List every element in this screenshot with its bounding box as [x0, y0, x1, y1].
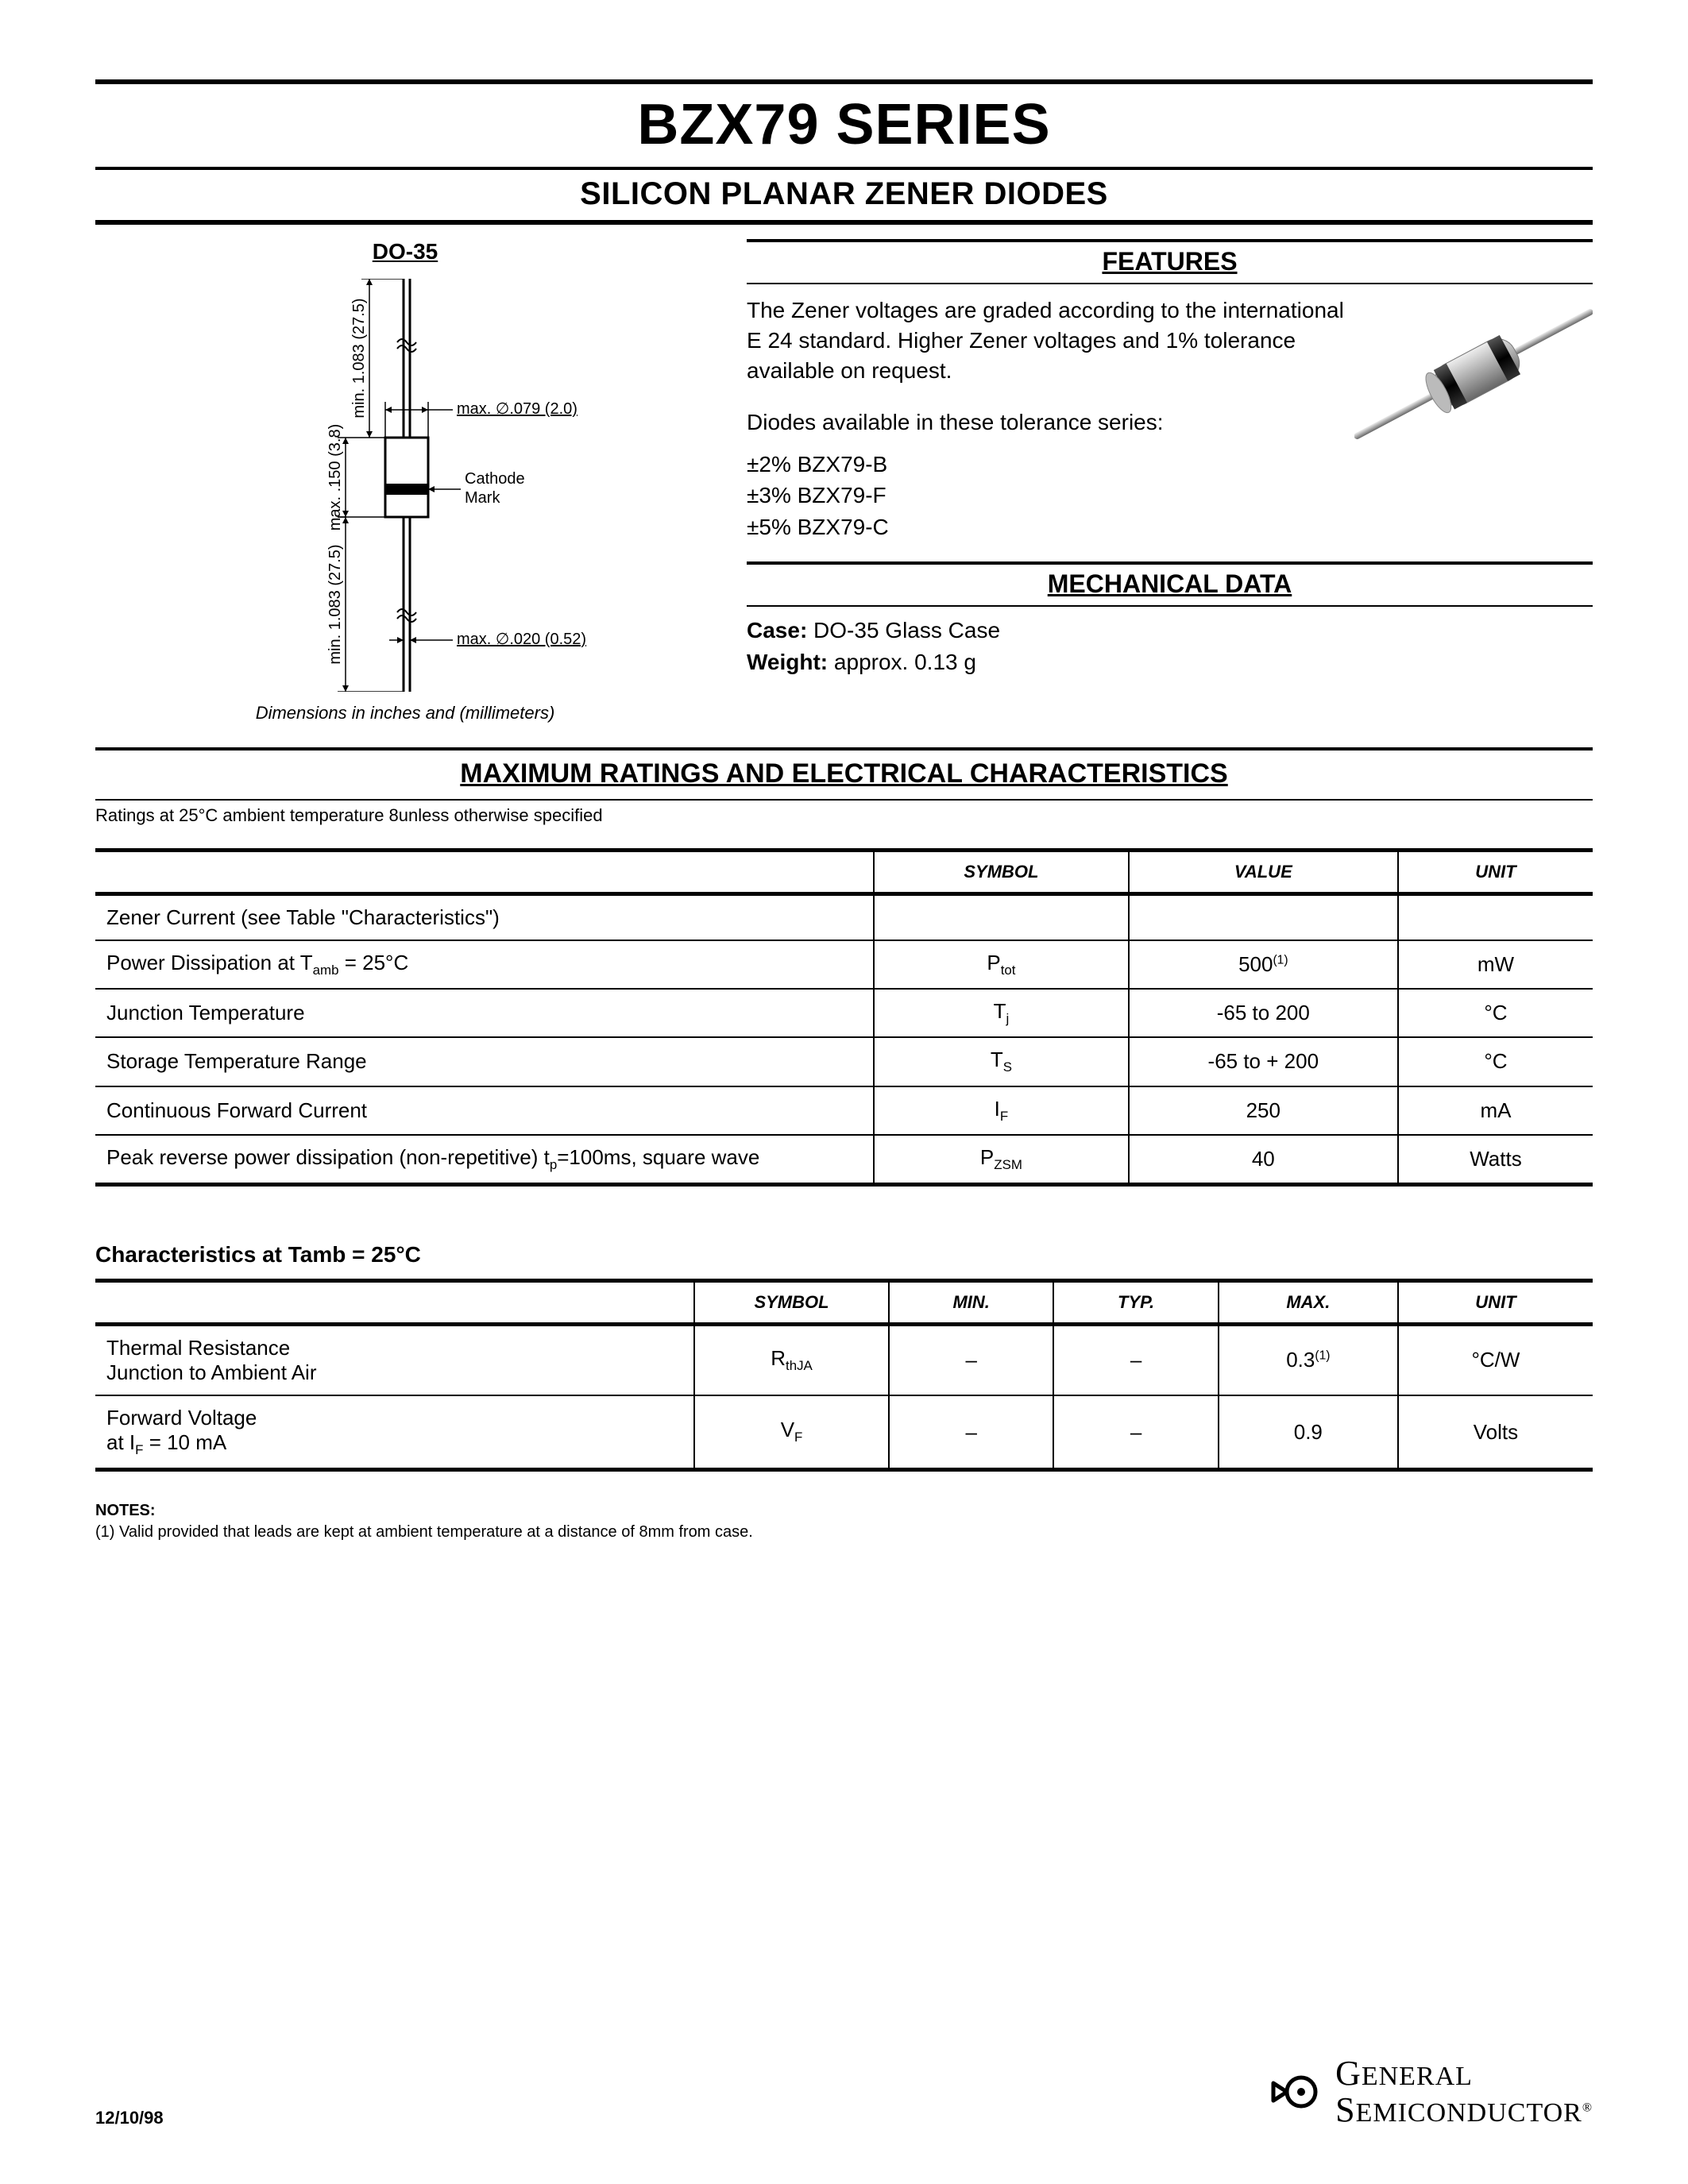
param: Peak reverse power dissipation (non-repe… — [95, 1135, 874, 1185]
package-drawing: max. ∅.079 (2.0) Cathode Mark max. ∅.020… — [183, 279, 628, 692]
notes-heading: NOTES: — [95, 1502, 1593, 1520]
footer: 12/10/98 GGeneralENERAL SEMICONDUCTOR® — [95, 2055, 1593, 2128]
col-typ: TYP. — [1053, 1280, 1218, 1324]
company-logo: GGeneralENERAL SEMICONDUCTOR® — [1269, 2055, 1593, 2128]
logo-text: GGeneralENERAL SEMICONDUCTOR® — [1335, 2055, 1593, 2128]
param: Continuous Forward Current — [95, 1086, 874, 1135]
col-symbol: SYMBOL — [694, 1280, 889, 1324]
characteristics-heading: Characteristics at Tamb = 25°C — [95, 1242, 1593, 1268]
ratings-table: SYMBOL VALUE UNIT Zener Current (see Tab… — [95, 848, 1593, 1187]
tolerance-list: ±2% BZX79-B ±3% BZX79-F ±5% BZX79-C — [747, 449, 1593, 542]
tol-item: ±5% BZX79-C — [747, 511, 1593, 542]
col-symbol: SYMBOL — [874, 851, 1128, 894]
logo-icon — [1269, 2064, 1324, 2120]
col-min: MIN. — [889, 1280, 1053, 1324]
param: Power Dissipation at Tamb = 25°C — [95, 940, 874, 989]
features-para1: The Zener voltages are graded according … — [747, 284, 1350, 396]
dim-lead-len-bot: min. 1.083 (27.5) — [326, 544, 344, 664]
param: Thermal ResistanceJunction to Ambient Ai… — [95, 1324, 694, 1395]
col-max: MAX. — [1219, 1280, 1398, 1324]
dim-cathode: Cathode — [465, 470, 525, 488]
page-subtitle: SILICON PLANAR ZENER DIODES — [95, 170, 1593, 220]
features-column: FEATURES The Zener voltages are graded a… — [747, 239, 1593, 723]
package-caption: Dimensions in inches and (millimeters) — [95, 703, 715, 723]
param: Zener Current (see Table "Characteristic… — [95, 894, 874, 941]
param: Junction Temperature — [95, 989, 874, 1037]
param: Forward Voltageat IF = 10 mA — [95, 1395, 694, 1470]
mech-case: Case: DO-35 Glass Case — [747, 615, 1593, 646]
features-heading: FEATURES — [747, 242, 1593, 283]
tol-item: ±3% BZX79-F — [747, 480, 1593, 511]
note-1: (1) Valid provided that leads are kept a… — [95, 1523, 1593, 1542]
mechanical-heading: MECHANICAL DATA — [747, 565, 1593, 605]
rule — [95, 220, 1593, 225]
two-column-layout: DO-35 max. ∅.079 (2.0) — [95, 239, 1593, 723]
svg-text:Mark: Mark — [465, 489, 500, 507]
package-label: DO-35 — [95, 239, 715, 264]
diode-illustration — [1354, 295, 1593, 453]
dim-body-len: max. .150 (3.8) — [326, 424, 344, 531]
param: Storage Temperature Range — [95, 1037, 874, 1086]
package-column: DO-35 max. ∅.079 (2.0) — [95, 239, 715, 723]
footer-date: 12/10/98 — [95, 2108, 164, 2128]
page-title: BZX79 SERIES — [95, 84, 1593, 167]
dim-body-dia: max. ∅.079 (2.0) — [457, 400, 577, 418]
ratings-note: Ratings at 25°C ambient temperature 8unl… — [95, 801, 1593, 848]
ratings-heading: MAXIMUM RATINGS AND ELECTRICAL CHARACTER… — [95, 751, 1593, 799]
characteristics-table: SYMBOL MIN. TYP. MAX. UNIT Thermal Resis… — [95, 1279, 1593, 1472]
col-unit: UNIT — [1398, 1280, 1593, 1324]
mech-weight: Weight: approx. 0.13 g — [747, 646, 1593, 678]
col-unit: UNIT — [1398, 851, 1593, 894]
col-value: VALUE — [1129, 851, 1398, 894]
dim-lead-dia: max. ∅.020 (0.52) — [457, 631, 586, 648]
tol-item: ±2% BZX79-B — [747, 449, 1593, 480]
dim-lead-len-top: min. 1.083 (27.5) — [350, 298, 368, 418]
